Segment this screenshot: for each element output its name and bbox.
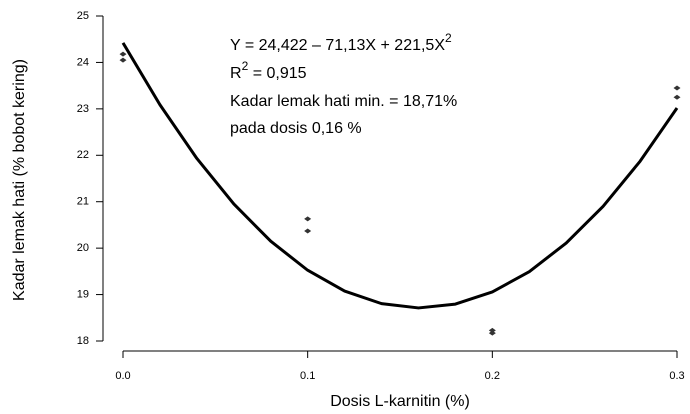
x-axis-label: Dosis L-karnitin (%) <box>330 393 470 410</box>
equation-text: Y = 24,422 – 71,13X + 221,5X <box>230 37 445 54</box>
data-point <box>119 57 127 63</box>
note: Kadar lemak hati min. = 18,71% <box>230 93 457 110</box>
data-point <box>304 228 312 234</box>
y-tick-label: 25 <box>77 10 89 22</box>
data-point <box>304 216 312 222</box>
equation: Y = 24,422 – 71,13X + 221,5X2 <box>230 31 452 54</box>
r-sup: 2 <box>242 59 249 73</box>
fit-curve <box>121 42 679 310</box>
y-tick-label: 21 <box>77 196 89 208</box>
x-tick-label: 0.2 <box>485 370 500 382</box>
data-point <box>673 94 681 100</box>
data-point <box>488 330 496 336</box>
r-squared: R2 = 0,915 <box>230 59 307 82</box>
y-tick-label: 24 <box>77 56 89 68</box>
y-tick-label: 18 <box>77 335 89 347</box>
x-tick-label: 0.0 <box>115 370 130 382</box>
data-point <box>673 85 681 91</box>
y-tick-label: 20 <box>77 242 89 254</box>
r-text: R <box>230 65 242 82</box>
equation-sup: 2 <box>445 31 452 45</box>
note: pada dosis 0,16 % <box>230 120 362 137</box>
data-point <box>119 51 127 57</box>
x-tick-label: 0.1 <box>300 370 315 382</box>
y-axis-label: Kadar lemak hati (% bobot kering) <box>11 59 28 301</box>
data-point <box>488 327 496 333</box>
x-tick-label: 0.3 <box>669 370 684 382</box>
y-tick-label: 19 <box>77 288 89 300</box>
y-tick-label: 22 <box>77 149 89 161</box>
y-tick-label: 23 <box>77 103 89 115</box>
r-value: = 0,915 <box>248 65 306 82</box>
